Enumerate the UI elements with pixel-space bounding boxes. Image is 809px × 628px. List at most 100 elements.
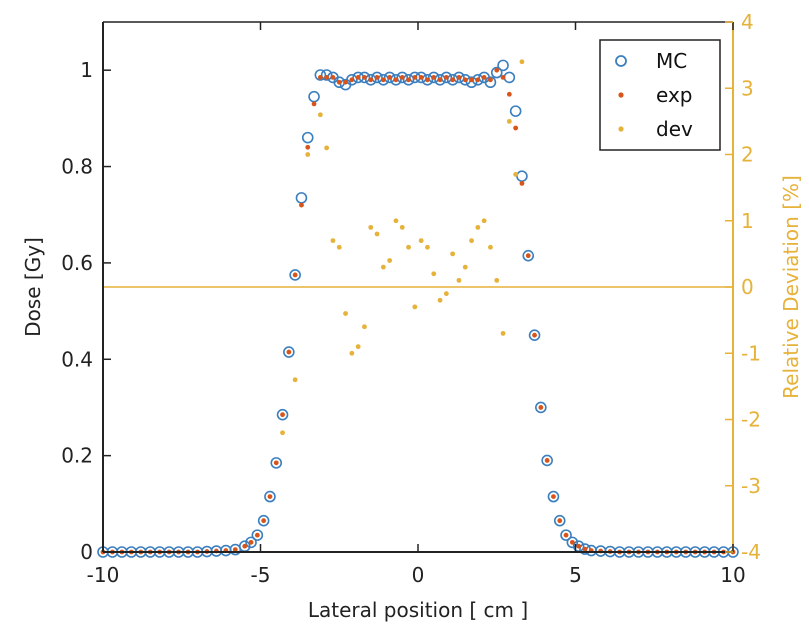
- exp-point: [418, 75, 424, 80]
- exp-point: [336, 79, 342, 85]
- legend-dev-marker: [618, 126, 624, 132]
- y2-tick-label: 0: [741, 275, 754, 299]
- y2-tick-label: -4: [741, 540, 761, 564]
- exp-point: [311, 101, 317, 107]
- y-tick-label: 0.8: [61, 155, 93, 179]
- exp-point: [475, 77, 481, 83]
- x-axis-title: Lateral position [ cm ]: [308, 598, 528, 622]
- y2-tick-label: -2: [741, 408, 761, 432]
- exp-point: [232, 547, 238, 552]
- dev-point: [343, 311, 348, 316]
- dev-point: [418, 238, 424, 244]
- mc-point: [522, 249, 535, 262]
- exp-point: [519, 181, 525, 186]
- x-tick-label: 5: [569, 563, 582, 587]
- exp-point: [267, 494, 273, 499]
- exp-point: [500, 75, 506, 80]
- exp-point: [349, 77, 355, 83]
- y-tick-label: 0: [80, 540, 93, 564]
- exp-point: [330, 75, 336, 80]
- exp-point: [412, 75, 418, 80]
- dev-point: [349, 350, 355, 356]
- mc-point: [509, 105, 522, 117]
- dev-point: [481, 218, 487, 224]
- mc-point: [346, 74, 358, 86]
- mc-point: [320, 69, 333, 81]
- dev-point: [355, 344, 361, 350]
- dev-point: [456, 277, 462, 283]
- exp-point: [431, 75, 437, 80]
- dev-point: [406, 244, 411, 250]
- y-tick-label: 0.2: [61, 444, 93, 468]
- exp-point: [481, 75, 487, 80]
- mc-point: [497, 59, 509, 72]
- dev-point: [374, 231, 380, 237]
- dev-point: [380, 264, 386, 270]
- exp-point: [368, 77, 374, 83]
- exp-point: [355, 75, 361, 80]
- exp-point: [387, 75, 393, 80]
- dev-point: [494, 277, 500, 283]
- exp-point: [488, 77, 493, 83]
- mc-point: [251, 529, 264, 541]
- dev-point: [324, 145, 330, 151]
- legend: MC exp dev: [599, 39, 721, 151]
- y-tick-label: 1: [80, 58, 93, 82]
- exp-point: [462, 77, 468, 83]
- exp-point: [450, 77, 456, 83]
- mc-point: [257, 514, 270, 527]
- mc-point: [528, 329, 541, 341]
- exp-point: [569, 539, 575, 545]
- y2-tick-label: 3: [741, 76, 754, 100]
- mc-point: [276, 408, 289, 421]
- dev-point: [280, 430, 285, 436]
- mc-point: [560, 529, 572, 541]
- mc-point: [289, 269, 301, 281]
- exp-point: [506, 91, 512, 97]
- x-tick-label: 10: [720, 563, 745, 587]
- mc-point: [371, 71, 383, 84]
- dev-point: [431, 271, 437, 277]
- exp-point: [469, 77, 474, 83]
- exp-point: [544, 458, 550, 463]
- exp-point: [525, 253, 531, 259]
- y-tick-label: 0.4: [61, 347, 93, 371]
- x-tick-label: -5: [251, 563, 271, 587]
- mc-point: [314, 69, 327, 81]
- mc-point: [383, 71, 396, 84]
- mc-point: [421, 74, 434, 86]
- y2-tick-label: 1: [741, 209, 754, 233]
- dev-point: [317, 112, 323, 118]
- dev-point: [425, 244, 430, 250]
- legend-mc-marker: [615, 55, 627, 67]
- exp-point: [532, 332, 537, 338]
- exp-point: [299, 202, 304, 208]
- exp-point: [317, 75, 323, 80]
- mc-point: [270, 457, 283, 469]
- x-tick-label: -10: [87, 563, 120, 587]
- mc-point: [553, 514, 566, 527]
- mc-point: [547, 490, 560, 503]
- mc-point: [427, 71, 440, 84]
- dev-point: [513, 171, 519, 177]
- mc-point: [264, 490, 276, 503]
- mc-point: [453, 71, 465, 84]
- exp-point: [261, 518, 267, 524]
- exp-point: [443, 75, 449, 80]
- mc-point: [541, 454, 553, 467]
- exp-point: [242, 543, 248, 549]
- dev-point: [292, 377, 298, 383]
- y-axis-title: Dose [Gy]: [21, 237, 45, 337]
- series-dev: [280, 59, 525, 436]
- y2-tick-label: 2: [741, 143, 754, 167]
- dev-point: [305, 152, 311, 157]
- mc-point: [465, 76, 478, 89]
- exp-point: [273, 460, 279, 466]
- y2-axis-title: Relative Deviation [%]: [779, 175, 803, 399]
- dev-point: [519, 59, 525, 65]
- exp-point: [399, 75, 405, 80]
- exp-point: [582, 546, 588, 552]
- dev-point: [412, 304, 418, 310]
- exp-point: [393, 77, 399, 83]
